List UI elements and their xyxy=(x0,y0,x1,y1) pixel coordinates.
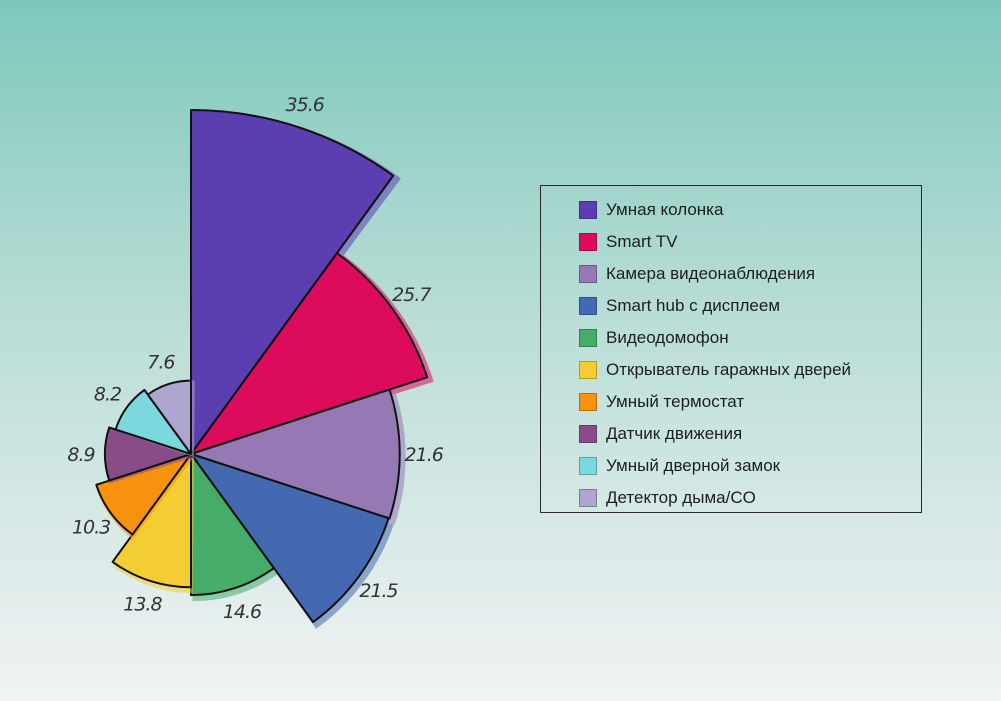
legend-item: Видеодомофон xyxy=(579,322,921,354)
legend-item: Smart TV xyxy=(579,226,921,258)
legend: Умная колонка Smart TV Камера видеонаблю… xyxy=(540,185,922,513)
wedges xyxy=(95,109,434,629)
legend-swatch xyxy=(579,425,597,443)
legend-item: Детектор дыма/CO xyxy=(579,482,921,514)
legend-item: Открыватель гаражных дверей xyxy=(579,354,921,386)
wedge-7 xyxy=(104,426,192,482)
legend-label: Открыватель гаражных дверей xyxy=(606,360,852,379)
value-label-8: 8.2 xyxy=(94,383,121,405)
value-label-3: 21.5 xyxy=(359,580,398,602)
value-label-4: 14.6 xyxy=(223,601,262,623)
legend-swatch xyxy=(579,457,597,475)
legend-label: Smart TV xyxy=(606,232,678,251)
legend-swatch xyxy=(579,393,597,411)
legend-item: Умный дверной замок xyxy=(579,450,921,482)
value-label-9: 7.6 xyxy=(147,351,175,373)
legend-label: Умная колонка xyxy=(606,200,724,219)
legend-swatch xyxy=(579,265,597,283)
legend-label: Камера видеонаблюдения xyxy=(606,264,816,283)
legend-item: Камера видеонаблюдения xyxy=(579,258,921,290)
wedge-9 xyxy=(146,379,192,455)
value-label-2: 21.6 xyxy=(405,444,444,466)
legend-label: Датчик движения xyxy=(606,424,743,443)
legend-swatch xyxy=(579,201,597,219)
wedge-8 xyxy=(114,388,192,455)
wedge-0 xyxy=(190,109,395,455)
legend-label: Smart hub с дисплеем xyxy=(606,296,781,315)
legend-label: Умный дверной замок xyxy=(606,456,781,475)
legend-swatch xyxy=(579,233,597,251)
legend-swatch xyxy=(579,329,597,347)
value-label-5: 13.8 xyxy=(123,594,162,616)
legend-item: Умная колонка xyxy=(579,194,921,226)
legend-swatch xyxy=(579,297,597,315)
value-label-7: 8.9 xyxy=(67,444,94,466)
wedge-1 xyxy=(190,252,429,455)
wedge-4 xyxy=(190,453,275,597)
legend-swatch xyxy=(579,489,597,507)
wedge-3 xyxy=(190,453,390,624)
value-label-0: 35.6 xyxy=(286,94,325,116)
legend-item: Датчик движения xyxy=(579,418,921,450)
legend-item: Smart hub с дисплеем xyxy=(579,290,921,322)
legend-swatch xyxy=(579,361,597,379)
value-label-1: 25.7 xyxy=(392,284,431,306)
legend-label: Детектор дыма/CO xyxy=(606,488,756,507)
legend-label: Умный термостат xyxy=(606,392,745,411)
value-label-6: 10.3 xyxy=(72,517,110,539)
legend-label: Видеодомофон xyxy=(606,328,729,347)
wedge-2 xyxy=(190,388,401,520)
wedge-6 xyxy=(95,453,192,536)
legend-item: Умный термостат xyxy=(579,386,921,418)
